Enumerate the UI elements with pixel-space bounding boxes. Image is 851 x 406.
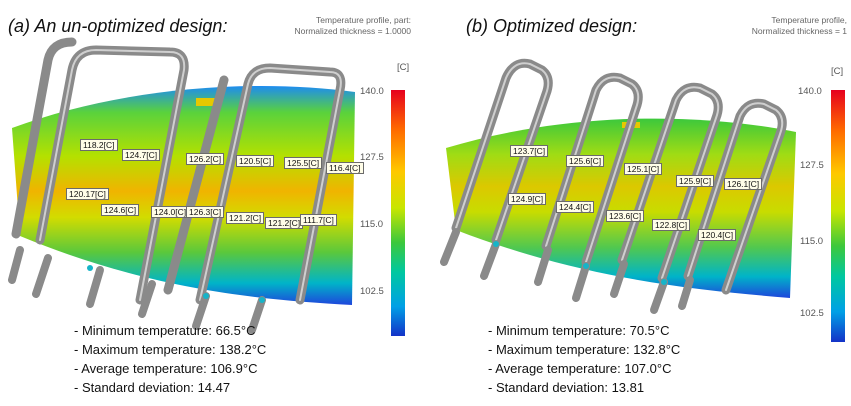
header-line: Temperature profile, part: — [316, 15, 411, 25]
temperature-label: 123.7[C] — [510, 145, 549, 157]
temperature-label: 121.2[C] — [226, 212, 265, 224]
temperature-label: 125.5[C] — [284, 157, 323, 169]
header-line: Normalized thickness = 1 — [751, 26, 847, 36]
panel-title: (a) An un-optimized design: — [8, 16, 228, 36]
statistics-list: - Minimum temperature: 70.5°C - Maximum … — [488, 321, 680, 397]
temperature-label: 120.17[C] — [66, 188, 109, 200]
temperature-label: 124.0[C] — [151, 206, 190, 218]
temperature-label: 124.6[C] — [101, 204, 140, 216]
stat-min: - Minimum temperature: 70.5°C — [488, 323, 670, 338]
temperature-label: 116.4[C] — [326, 162, 364, 174]
temperature-label: 125.9[C] — [676, 175, 715, 187]
scale-tick: 140.0 — [798, 86, 822, 97]
scale-tick: 102.5 — [360, 286, 384, 297]
temperature-label: 126.1[C] — [724, 178, 763, 190]
header-line: Normalized thickness = 1.0000 — [294, 26, 411, 36]
temperature-label: 124.9[C] — [508, 193, 547, 205]
simulation-header: Temperature profile, part: Normalized th… — [295, 15, 411, 37]
temperature-label: 120.4[C] — [698, 229, 737, 241]
scale-tick: 127.5 — [360, 152, 384, 163]
temperature-label: 125.1[C] — [624, 163, 663, 175]
pipe-ends — [493, 241, 667, 285]
temperature-label: 111.7[C] — [300, 214, 337, 226]
stat-avg: - Average temperature: 106.9°C — [74, 361, 258, 376]
stat-min: - Minimum temperature: 66.5°C — [74, 323, 256, 338]
simulation-header: Temperature profile, Normalized thicknes… — [752, 15, 847, 37]
scale-unit: [C] — [397, 62, 410, 73]
scale-tick: 140.0 — [360, 86, 384, 97]
statistics-list: - Minimum temperature: 66.5°C - Maximum … — [74, 321, 266, 397]
scale-tick: 127.5 — [800, 160, 824, 171]
temperature-label: 125.6[C] — [566, 155, 605, 167]
scale-unit: [C] — [831, 66, 844, 77]
stat-max: - Maximum temperature: 138.2°C — [74, 342, 267, 357]
panel-unoptimized: (a) An un-optimized design: Temperature … — [0, 0, 425, 406]
channel-highlights — [455, 62, 784, 291]
scale-tick: 102.5 — [800, 308, 824, 319]
temperature-label: 124.4[C] — [556, 201, 595, 213]
temperature-render — [8, 37, 355, 334]
temperature-label: 124.7[C] — [122, 149, 161, 161]
temperature-label: 120.5[C] — [236, 155, 275, 167]
stat-max: - Maximum temperature: 132.8°C — [488, 342, 681, 357]
temperature-render — [440, 58, 796, 314]
temperature-label: 123.6[C] — [606, 210, 645, 222]
temperature-label: 118.2[C] — [80, 139, 118, 151]
stat-std: - Standard deviation: 13.81 — [488, 380, 645, 395]
temperature-label: 121.2[C] — [265, 217, 304, 229]
color-scale-bar — [831, 90, 845, 342]
outlet-pipes — [8, 246, 266, 334]
outlet-pipes — [440, 228, 694, 314]
temperature-label: 126.3[C] — [186, 206, 225, 218]
gate-marker — [196, 98, 216, 106]
temperature-label: 122.8[C] — [652, 219, 691, 231]
panel-title: (b) Optimized design: — [466, 16, 638, 36]
stat-std: - Standard deviation: 14.47 — [74, 380, 231, 395]
pipe-ends — [87, 265, 265, 303]
scale-tick: 115.0 — [360, 219, 384, 230]
channel-highlights — [39, 48, 342, 301]
mold-surface — [446, 118, 796, 298]
color-scale-bar — [391, 90, 405, 336]
header-line: Temperature profile, — [771, 15, 847, 25]
stat-avg: - Average temperature: 107.0°C — [488, 361, 672, 376]
panel-optimized: (b) Optimized design: Temperature profil… — [426, 0, 851, 406]
scale-tick: 115.0 — [800, 236, 824, 247]
temperature-label: 126.2[C] — [186, 153, 225, 165]
